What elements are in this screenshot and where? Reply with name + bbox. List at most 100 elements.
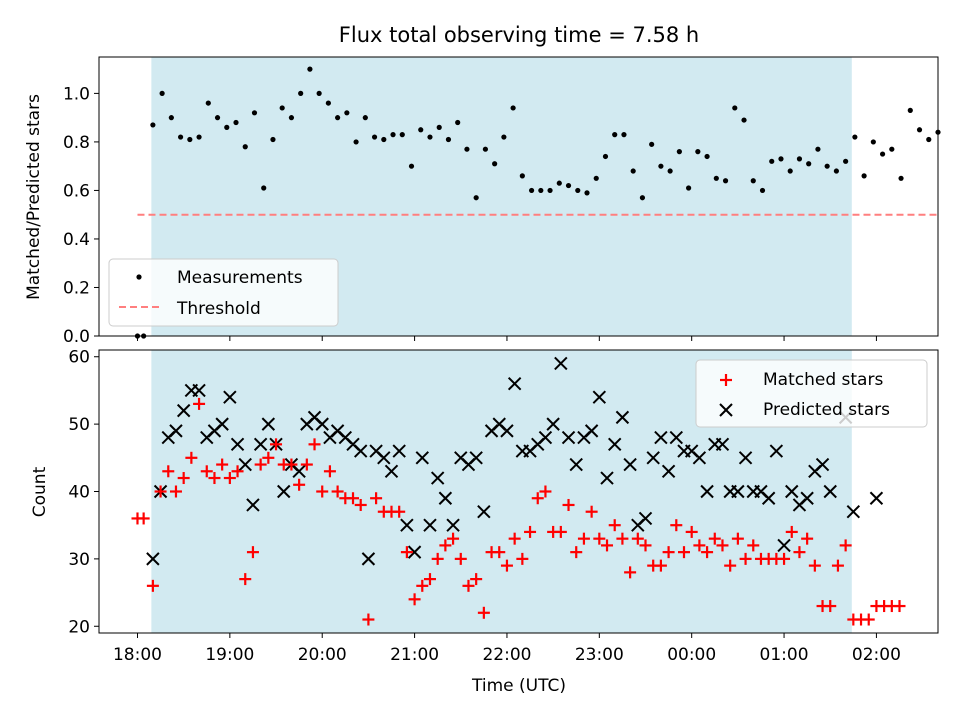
predicted-star-point — [869, 491, 884, 505]
predicted-star-point — [292, 464, 306, 478]
measurement-point — [177, 134, 184, 140]
measurement-point — [455, 119, 461, 126]
top-y-axis-label: Matched/Predicted stars — [24, 94, 44, 300]
legend-threshold-label: Threshold — [176, 299, 261, 319]
measurement-point — [408, 163, 415, 169]
legend-measurements-marker — [136, 274, 142, 280]
predicted-star-point — [361, 552, 376, 566]
matched-star-point — [831, 559, 844, 572]
matched-star-point — [670, 519, 683, 532]
predicted-star-point — [600, 471, 614, 485]
measurement-point — [722, 178, 729, 184]
matched-star-point — [470, 573, 483, 586]
measurement-point — [649, 141, 655, 147]
top-y-tick-label: 0.8 — [63, 133, 90, 153]
measurement-point — [436, 124, 442, 130]
measurement-point — [889, 146, 895, 152]
measurement-point — [519, 173, 525, 179]
matched-star-point — [293, 478, 306, 491]
measurement-point — [261, 185, 267, 191]
x-tick-label: 23:00 — [575, 645, 624, 665]
top-panel: 0.0 0.2 0.4 0.6 0.8 1.0 Matched/Predicted sta… — [24, 56, 941, 347]
matched-star-point — [747, 539, 760, 552]
matched-star-point — [331, 485, 344, 498]
measurement-point — [335, 115, 341, 121]
matched-star-point — [154, 485, 167, 498]
matched-star-point — [270, 438, 283, 451]
predicted-star-point — [438, 491, 453, 505]
measurement-point — [307, 66, 313, 72]
bottom-y-tick-label: 30 — [68, 550, 90, 570]
predicted-star-point — [238, 457, 252, 472]
matched-star-point — [677, 546, 690, 559]
measurement-point — [464, 146, 470, 152]
measurement-point — [381, 136, 387, 143]
predicted-star-point — [246, 498, 260, 512]
measurement-point — [898, 175, 904, 181]
bottom-panel-frame — [98, 349, 939, 634]
top-y-tick-label: 0.2 — [63, 278, 90, 298]
matched-star-point — [662, 546, 675, 559]
matched-star-point — [808, 559, 821, 572]
predicted-star-point — [669, 430, 684, 445]
top-legend-box — [108, 258, 339, 327]
matched-star-point — [362, 613, 375, 626]
predicted-star-point — [538, 430, 553, 445]
matched-star-point — [554, 525, 567, 538]
matched-star-point — [785, 525, 798, 538]
predicted-star-point — [738, 451, 753, 465]
measurement-point — [316, 90, 322, 96]
matched-star-point — [347, 492, 360, 505]
matched-star-point — [685, 525, 698, 538]
measurement-point — [806, 161, 812, 167]
predicted-star-point — [192, 383, 206, 398]
predicted-star-point — [646, 451, 660, 465]
matched-star-point — [570, 546, 583, 559]
bottom-y-tick-label: 20 — [68, 617, 90, 637]
bottom-legend-box — [695, 359, 928, 428]
predicted-star-point — [477, 505, 491, 519]
matched-star-point — [177, 472, 190, 485]
predicted-star-point — [507, 376, 522, 391]
measurement-point — [362, 115, 368, 121]
measurement-point — [630, 168, 636, 174]
predicted-star-point — [615, 410, 630, 425]
measurement-point — [196, 134, 202, 140]
matched-star-point — [223, 472, 236, 485]
top-y-tick-label: 0.6 — [63, 181, 90, 201]
predicted-star-point — [253, 437, 268, 452]
matched-star-point — [239, 573, 252, 586]
predicted-star-point — [608, 437, 622, 452]
top-y-tick-label: 0.4 — [63, 230, 90, 250]
measurement-point — [778, 156, 784, 162]
measurement-point — [833, 168, 839, 174]
measurement-point — [815, 146, 821, 152]
measurement-point — [528, 187, 535, 194]
predicted-star-point — [800, 491, 814, 505]
measurement-point — [473, 195, 479, 201]
measurement-point — [565, 182, 572, 189]
predicted-star-point — [353, 444, 368, 458]
matched-star-point — [500, 559, 513, 572]
predicted-star-point — [823, 484, 837, 499]
measurement-point — [759, 187, 766, 194]
matched-star-point — [608, 519, 621, 532]
predicted-star-point — [554, 356, 568, 371]
matched-star-point — [300, 458, 313, 471]
measurement-point — [371, 134, 378, 140]
measurement-point — [843, 158, 849, 164]
measurement-point — [418, 127, 424, 133]
matched-star-point — [839, 539, 852, 552]
matched-star-point — [477, 606, 490, 619]
measurement-point — [270, 136, 276, 143]
matched-star-point — [739, 552, 752, 565]
x-tick-label: 00:00 — [667, 645, 716, 665]
measurement-point — [907, 107, 913, 113]
measurement-point — [787, 168, 793, 174]
measurement-point — [852, 134, 858, 140]
x-axis-label: Time (UTC) — [471, 676, 566, 696]
matched-star-point — [824, 600, 837, 613]
predicted-star-point — [500, 424, 514, 438]
legend-predicted-glyph — [719, 403, 733, 417]
